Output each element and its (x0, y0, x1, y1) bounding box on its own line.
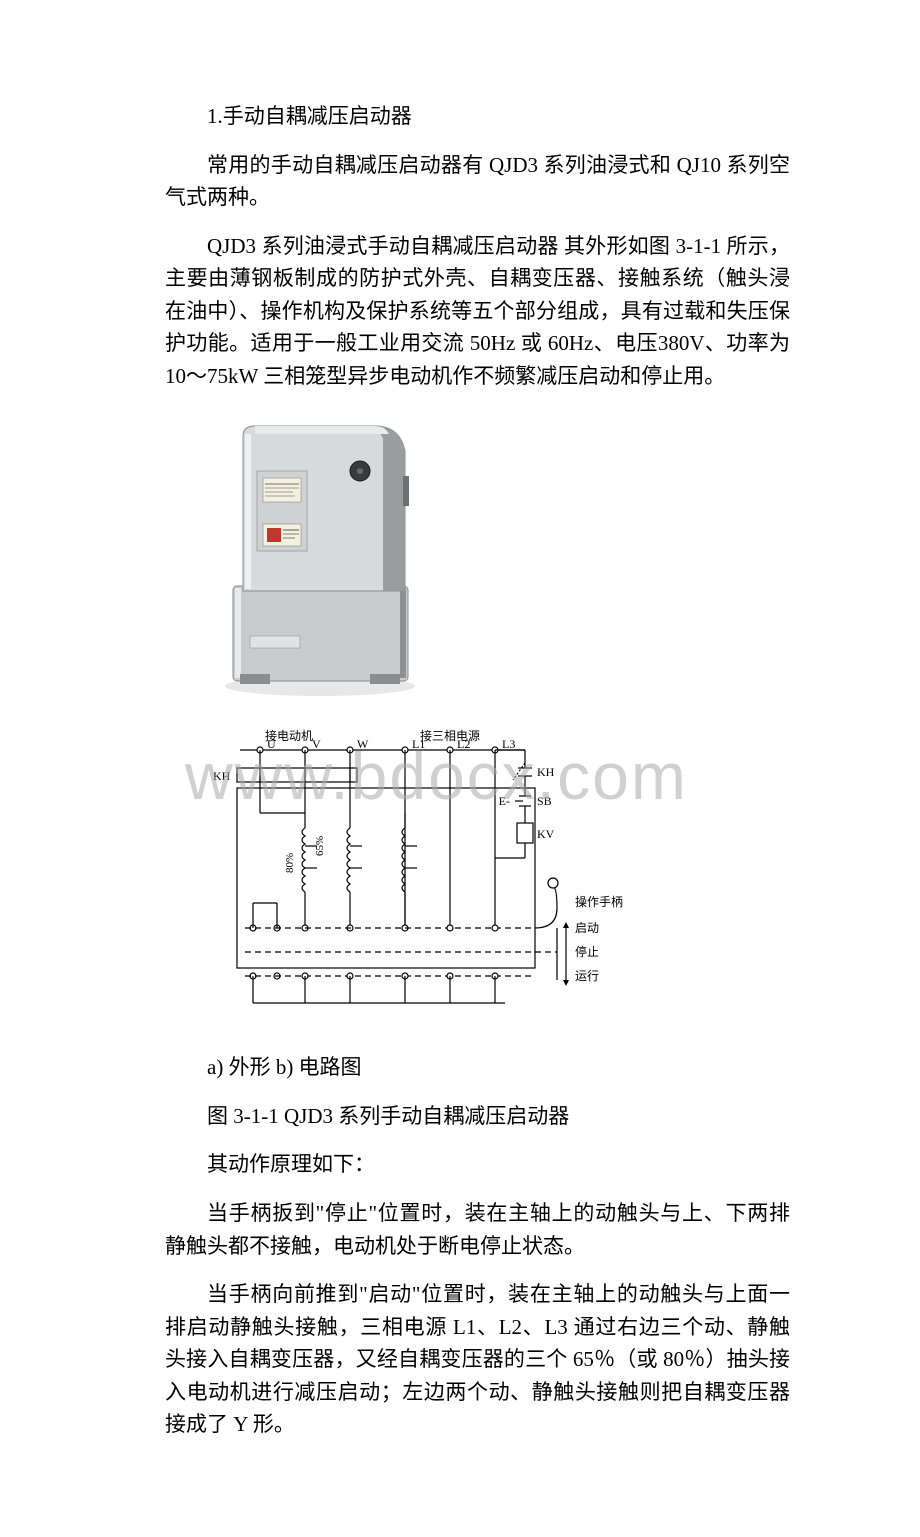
paragraph-stop: 当手柄扳到"停止"位置时，装在主轴上的动触头与上、下两排静触头都不接触，电动机处… (165, 1197, 790, 1262)
paragraph-principle-head: 其动作原理如下： (165, 1148, 790, 1181)
svg-text:V: V (312, 737, 321, 751)
svg-text:65%: 65% (314, 836, 326, 856)
svg-text:KV: KV (537, 827, 555, 841)
svg-text:80%: 80% (284, 853, 296, 873)
paragraph-start: 当手柄向前推到"启动"位置时，装在主轴上的动触头与上面一排启动静触头接触，三相电… (165, 1278, 790, 1441)
svg-text:启动: 启动 (575, 921, 599, 935)
svg-text:停止: 停止 (575, 944, 599, 959)
svg-text:U: U (267, 737, 276, 751)
figure-photo (205, 416, 790, 706)
circuit-diagram-svg: 接电动机 接三相电源 U V W L1 (205, 728, 645, 1028)
svg-text:运行: 运行 (575, 969, 599, 983)
svg-text:接三相电源: 接三相电源 (420, 728, 480, 743)
svg-text:SB: SB (537, 794, 552, 808)
caption-figure: 图 3-1-1 QJD3 系列手动自耦减压启动器 (165, 1100, 790, 1133)
svg-text:L2: L2 (457, 737, 470, 751)
figure-block: www.bdocx.com 接电动机 接三相电源 U V W (165, 416, 790, 1033)
caption-ab: a) 外形 b) 电路图 (165, 1051, 790, 1084)
svg-text:L1: L1 (412, 737, 425, 751)
svg-text:KH: KH (213, 769, 231, 783)
document-page: 1.手动自耦减压启动器 常用的手动自耦减压启动器有 QJD3 系列油浸式和 QJ… (0, 0, 920, 1537)
svg-text:KH: KH (537, 765, 555, 779)
device-photo-svg (205, 416, 435, 701)
svg-text:操作手柄: 操作手柄 (575, 894, 623, 909)
svg-text:E-: E- (499, 794, 510, 808)
figure-diagram: www.bdocx.com 接电动机 接三相电源 U V W (205, 728, 790, 1033)
svg-text:W: W (357, 737, 369, 751)
paragraph-heading: 1.手动自耦减压启动器 (165, 100, 790, 133)
svg-text:L3: L3 (502, 737, 515, 751)
paragraph-desc: QJD3 系列油浸式手动自耦减压启动器 其外形如图 3-1-1 所示，主要由薄钢… (165, 230, 790, 393)
paragraph-intro: 常用的手动自耦减压启动器有 QJD3 系列油浸式和 QJ10 系列空气式两种。 (165, 149, 790, 214)
